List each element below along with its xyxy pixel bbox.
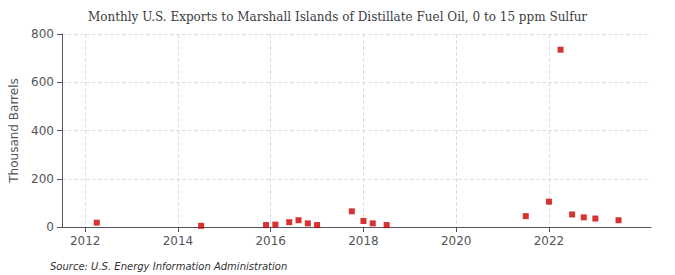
svg-text:Thousand Barrels: Thousand Barrels <box>7 78 21 183</box>
svg-text:800: 800 <box>31 27 54 41</box>
svg-text:200: 200 <box>31 172 54 186</box>
svg-text:2012: 2012 <box>70 234 101 248</box>
svg-text:600: 600 <box>31 75 54 89</box>
svg-text:Source: U.S. Energy Informatio: Source: U.S. Energy Information Administ… <box>50 261 287 272</box>
svg-text:2014: 2014 <box>163 234 194 248</box>
svg-text:0: 0 <box>46 220 54 234</box>
svg-text:400: 400 <box>31 124 54 138</box>
svg-text:2018: 2018 <box>348 234 379 248</box>
svg-text:2020: 2020 <box>441 234 472 248</box>
svg-text:2022: 2022 <box>534 234 565 248</box>
svg-text:2016: 2016 <box>255 234 286 248</box>
svg-text:Monthly U.S. Exports to Marsha: Monthly U.S. Exports to Marshall Islands… <box>88 10 587 24</box>
